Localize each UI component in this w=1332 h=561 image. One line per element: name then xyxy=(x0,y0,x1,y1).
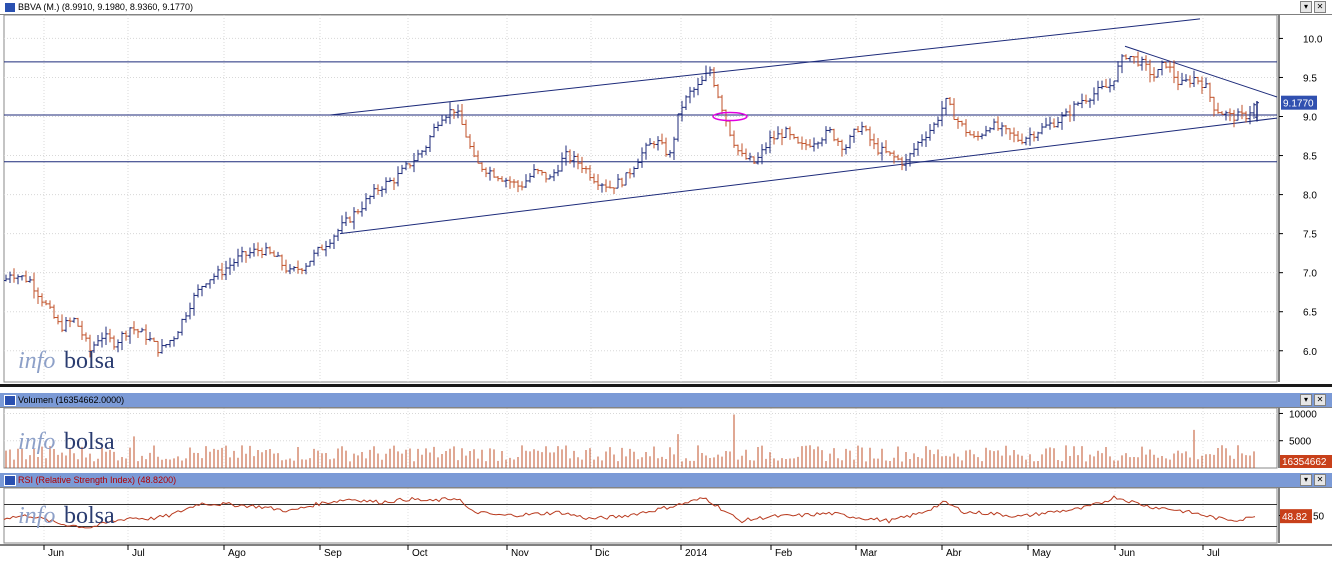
time-axis-label: Jul xyxy=(132,548,145,559)
time-axis-label: 2014 xyxy=(685,548,708,559)
time-axis-label: Oct xyxy=(412,548,428,559)
price-panel-title: BBVA (M.) (8.9910, 9.1980, 8.9360, 9.177… xyxy=(18,2,193,12)
rsi-last-label: 48.82 xyxy=(1282,512,1307,523)
time-axis-label: Mar xyxy=(860,548,878,559)
time-axis-label: Jul xyxy=(1207,548,1220,559)
watermark-info: info xyxy=(18,348,55,374)
volume-last-label: 16354662 xyxy=(1282,457,1327,468)
price-chart[interactable]: 6.0 6.5 7.0 7.5 8.0 8.5 9.0 9.5 10.0 9.1770 xyxy=(3,14,1323,543)
rsi-plot-area xyxy=(3,487,1278,544)
price-y-tick-label: 7.5 xyxy=(1303,230,1317,241)
volume-y-tick-label: 10000 xyxy=(1289,409,1317,420)
volume-chart[interactable]: 5000 10000 16354662 xyxy=(3,407,1332,469)
last-price-label: 9.1770 xyxy=(1283,99,1314,110)
price-y-tick-label: 6.0 xyxy=(1303,347,1317,358)
time-axis: Jun Jul Ago Sep Oct Nov Dic 2014 Feb Mar Abr May Jun… xyxy=(0,544,1332,559)
chart-icon xyxy=(4,475,16,486)
watermark-bolsa: bolsa xyxy=(64,429,115,455)
price-plot-area xyxy=(3,14,1278,383)
panel-divider[interactable] xyxy=(0,384,1332,387)
watermark-bolsa: bolsa xyxy=(64,348,115,374)
price-y-tick-label: 9.0 xyxy=(1303,113,1317,124)
volume-y-tick-label: 5000 xyxy=(1289,437,1312,448)
time-axis-label: Abr xyxy=(946,548,962,559)
minimize-button[interactable]: ▾ xyxy=(1300,394,1312,406)
close-button[interactable]: ✕ xyxy=(1314,394,1326,406)
price-y-tick-label: 9.5 xyxy=(1303,73,1317,84)
minimize-button[interactable]: ▾ xyxy=(1300,474,1312,486)
watermark-info: info xyxy=(18,429,55,455)
close-button[interactable]: ✕ xyxy=(1314,1,1326,13)
trend-line xyxy=(339,117,1278,235)
price-y-tick-label: 7.0 xyxy=(1303,269,1317,280)
rsi-line xyxy=(3,495,1256,529)
time-axis-label: May xyxy=(1032,548,1051,559)
rsi-panel-title: RSI (Relative Strength Index) (48.8200) xyxy=(18,475,177,485)
time-axis-label: Jun xyxy=(48,548,64,559)
volume-panel-title: Volumen (16354662.0000) xyxy=(18,395,125,405)
rsi-y-tick-label: 50 xyxy=(1313,512,1325,523)
time-axis-label: Feb xyxy=(775,548,793,559)
price-y-tick-label: 6.5 xyxy=(1303,308,1317,319)
last-price-box xyxy=(1281,95,1317,110)
watermark-bolsa: bolsa xyxy=(64,503,115,529)
close-button[interactable]: ✕ xyxy=(1314,474,1326,486)
rsi-last-box xyxy=(1280,509,1312,524)
price-y-tick-label: 8.0 xyxy=(1303,191,1317,202)
time-axis-label: Nov xyxy=(511,548,529,559)
time-axis-label: Jun xyxy=(1119,548,1135,559)
trend-line xyxy=(1124,45,1278,98)
time-axis-label: Dic xyxy=(595,548,609,559)
volume-plot-area xyxy=(3,407,1278,469)
highlight-ellipse xyxy=(712,111,748,122)
price-y-tick-label: 10.0 xyxy=(1303,34,1323,45)
volume-last-box xyxy=(1280,455,1332,468)
rsi-chart[interactable]: 50 48.82 xyxy=(3,487,1325,544)
minimize-button[interactable]: ▾ xyxy=(1300,1,1312,13)
trend-line xyxy=(329,18,1201,116)
price-y-tick-label: 8.5 xyxy=(1303,152,1317,163)
chart-icon xyxy=(4,2,16,13)
time-axis-label: Sep xyxy=(324,548,342,559)
watermark-info: info xyxy=(18,503,55,529)
time-axis-label: Ago xyxy=(228,548,246,559)
chart-icon xyxy=(4,395,16,406)
